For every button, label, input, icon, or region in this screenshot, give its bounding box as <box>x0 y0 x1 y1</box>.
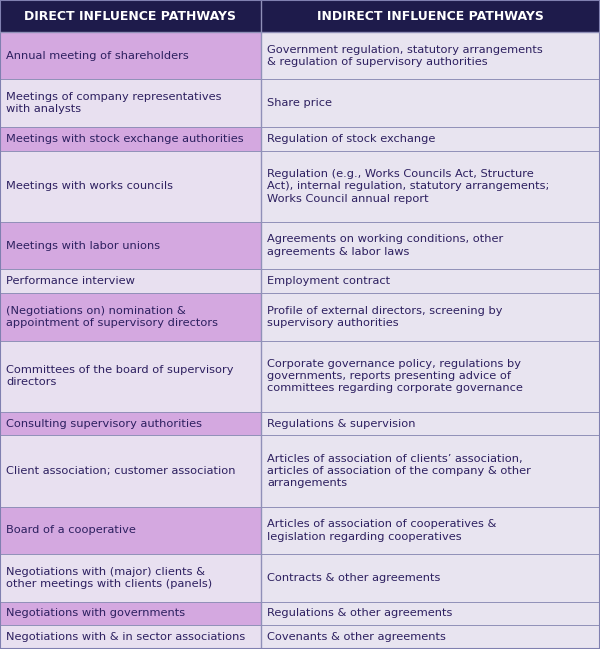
Text: Meetings with labor unions: Meetings with labor unions <box>6 241 160 251</box>
Bar <box>261 269 600 293</box>
Bar <box>0 625 261 649</box>
Bar <box>0 602 261 625</box>
Text: Negotiations with & in sector associations: Negotiations with & in sector associatio… <box>6 632 245 642</box>
Bar <box>0 554 261 602</box>
Text: Performance interview: Performance interview <box>6 276 135 286</box>
Text: Share price: Share price <box>267 98 332 108</box>
Bar <box>261 435 600 507</box>
Text: Regulation (e.g., Works Councils Act, Structure
Act), internal regulation, statu: Regulation (e.g., Works Councils Act, St… <box>267 169 550 204</box>
Text: Employment contract: Employment contract <box>267 276 390 286</box>
Text: Government regulation, statutory arrangements
& regulation of supervisory author: Government regulation, statutory arrange… <box>267 45 543 67</box>
Bar <box>261 222 600 269</box>
Text: Regulations & other agreements: Regulations & other agreements <box>267 608 452 618</box>
Bar <box>0 127 261 151</box>
Text: Articles of association of cooperatives &
legislation regarding cooperatives: Articles of association of cooperatives … <box>267 519 496 541</box>
Bar <box>261 151 600 222</box>
Bar <box>0 341 261 411</box>
Bar <box>261 341 600 411</box>
Text: Negotiations with governments: Negotiations with governments <box>6 608 185 618</box>
Bar <box>0 269 261 293</box>
Bar <box>0 32 261 79</box>
Text: (Negotiations on) nomination &
appointment of supervisory directors: (Negotiations on) nomination & appointme… <box>6 306 218 328</box>
Bar <box>261 602 600 625</box>
Bar <box>261 625 600 649</box>
Text: Committees of the board of supervisory
directors: Committees of the board of supervisory d… <box>6 365 233 387</box>
Bar <box>261 411 600 435</box>
Bar <box>0 79 261 127</box>
Text: Contracts & other agreements: Contracts & other agreements <box>267 573 440 583</box>
Text: Meetings of company representatives
with analysts: Meetings of company representatives with… <box>6 92 221 114</box>
Text: Meetings with works councils: Meetings with works councils <box>6 181 173 191</box>
Bar <box>0 435 261 507</box>
Text: Consulting supervisory authorities: Consulting supervisory authorities <box>6 419 202 428</box>
Bar <box>0 222 261 269</box>
Bar <box>0 0 600 32</box>
Bar <box>261 127 600 151</box>
Bar <box>261 554 600 602</box>
Bar <box>261 507 600 554</box>
Bar <box>0 411 261 435</box>
Bar <box>0 151 261 222</box>
Bar <box>261 293 600 341</box>
Text: Corporate governance policy, regulations by
governments, reports presenting advi: Corporate governance policy, regulations… <box>267 359 523 393</box>
Text: Profile of external directors, screening by
supervisory authorities: Profile of external directors, screening… <box>267 306 503 328</box>
Text: Negotiations with (major) clients &
other meetings with clients (panels): Negotiations with (major) clients & othe… <box>6 567 212 589</box>
Text: Agreements on working conditions, other
agreements & labor laws: Agreements on working conditions, other … <box>267 234 503 257</box>
Text: Board of a cooperative: Board of a cooperative <box>6 525 136 535</box>
Text: Annual meeting of shareholders: Annual meeting of shareholders <box>6 51 189 61</box>
Bar <box>0 293 261 341</box>
Text: Articles of association of clients’ association,
articles of association of the : Articles of association of clients’ asso… <box>267 454 531 489</box>
Text: Regulation of stock exchange: Regulation of stock exchange <box>267 134 436 144</box>
Bar <box>261 32 600 79</box>
Text: Meetings with stock exchange authorities: Meetings with stock exchange authorities <box>6 134 244 144</box>
Text: INDIRECT INFLUENCE PATHWAYS: INDIRECT INFLUENCE PATHWAYS <box>317 10 544 23</box>
Text: Regulations & supervision: Regulations & supervision <box>267 419 415 428</box>
Text: DIRECT INFLUENCE PATHWAYS: DIRECT INFLUENCE PATHWAYS <box>25 10 236 23</box>
Bar <box>261 79 600 127</box>
Bar <box>0 507 261 554</box>
Text: Covenants & other agreements: Covenants & other agreements <box>267 632 446 642</box>
Text: Client association; customer association: Client association; customer association <box>6 466 235 476</box>
